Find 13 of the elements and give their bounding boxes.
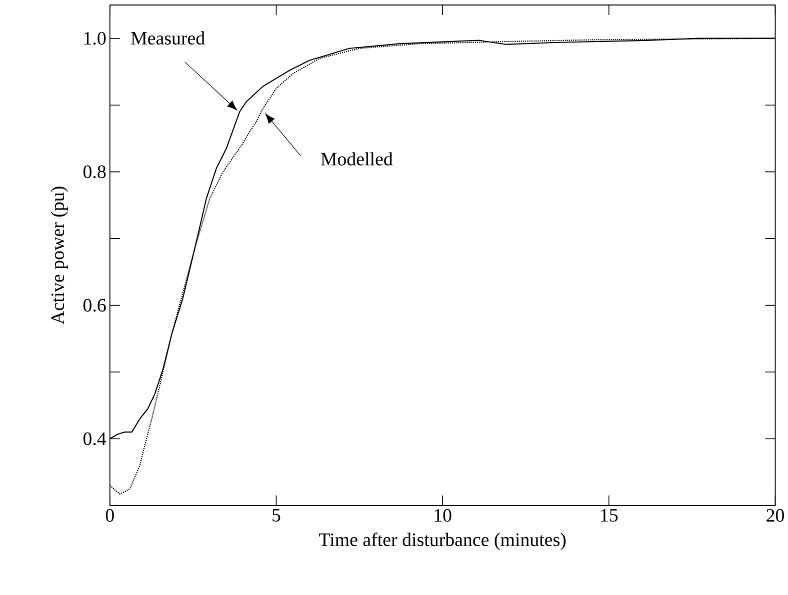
x-tick-label: 20 (766, 508, 784, 522)
annotation: Measured (131, 31, 205, 44)
x-tick-label: 0 (106, 508, 114, 522)
annotation: Modelled (320, 152, 393, 166)
y-tick-label: 0.8 (83, 165, 106, 178)
y-tick-label: 0.6 (83, 298, 106, 312)
y-tick-label: 0.4 (83, 432, 106, 445)
x-tick-label: 15 (601, 508, 618, 522)
y-axis-title: Active power (pu) (50, 186, 68, 324)
x-tick-label: 5 (272, 508, 280, 522)
x-axis-title: Time after disturbance (minutes) (319, 532, 566, 550)
x-tick-label: 10 (434, 508, 452, 522)
y-tick-label: 1.0 (84, 32, 106, 45)
